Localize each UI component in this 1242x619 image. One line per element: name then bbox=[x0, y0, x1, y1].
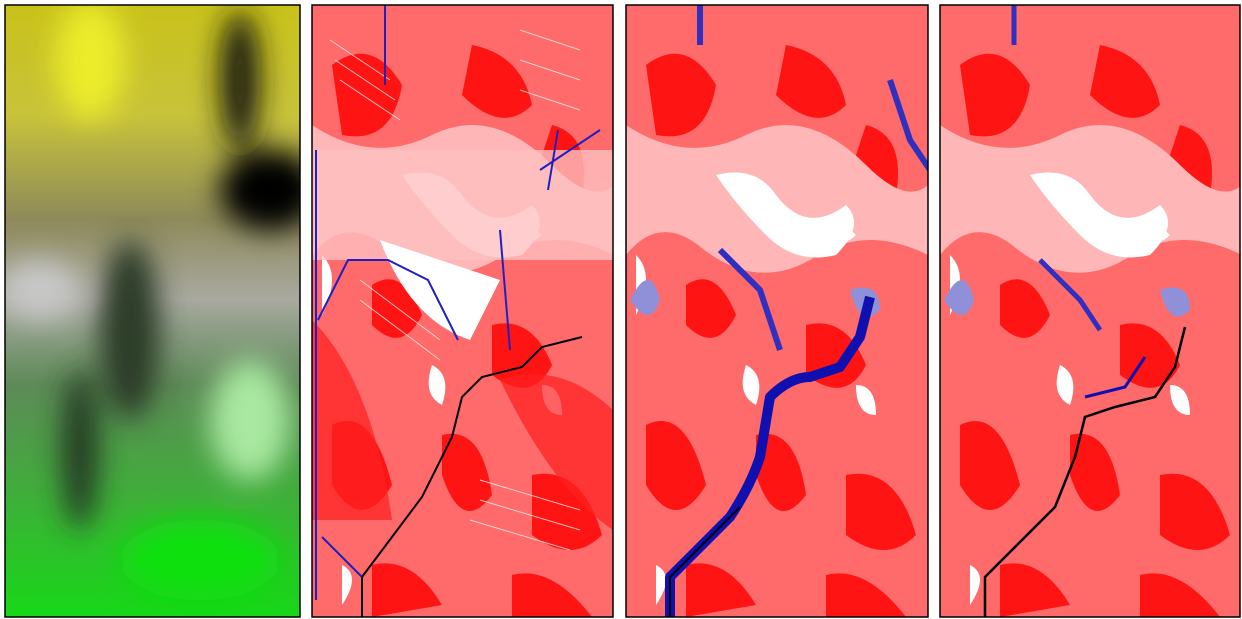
panel-border bbox=[4, 4, 301, 618]
panel-border bbox=[625, 4, 929, 618]
panel-border bbox=[939, 4, 1241, 618]
map-panel bbox=[626, 5, 928, 617]
panel-border bbox=[311, 4, 614, 618]
image-panel bbox=[5, 5, 300, 617]
map-panel bbox=[312, 5, 613, 617]
map-panel bbox=[940, 5, 1240, 617]
